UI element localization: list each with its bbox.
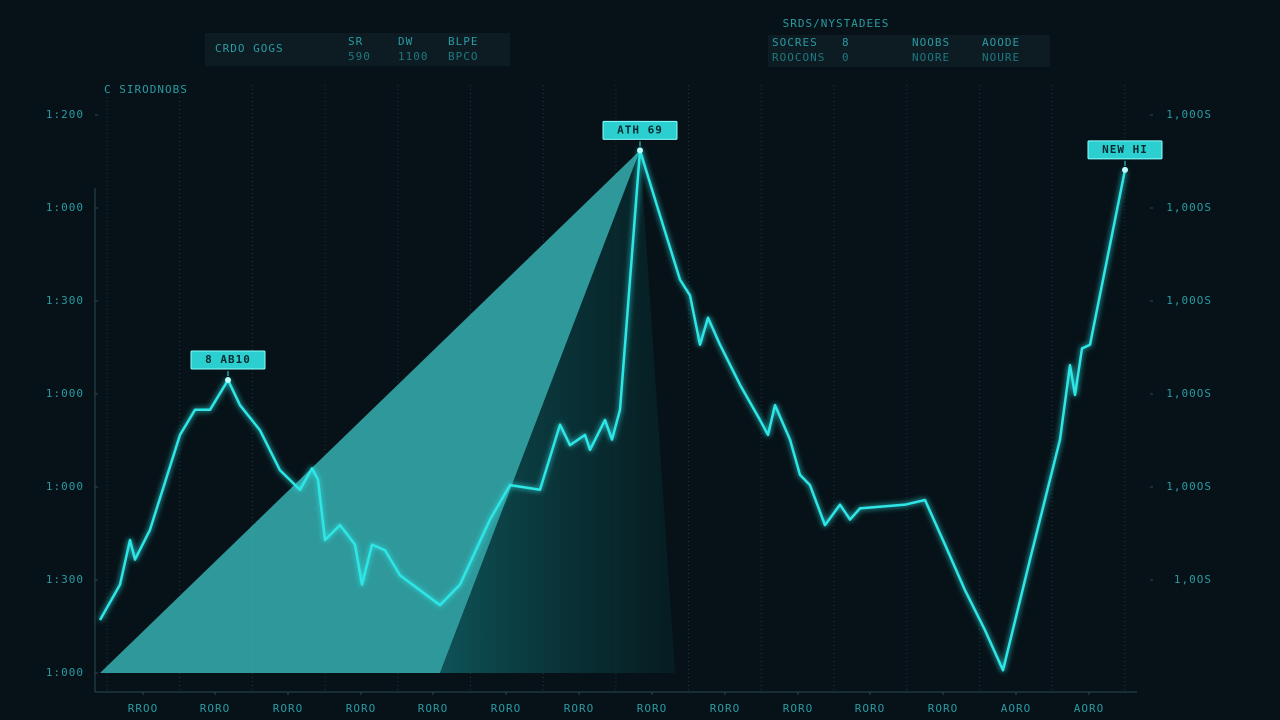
annotation-text: 8 AB10 (205, 353, 251, 366)
y-tick-label: 1:300 (46, 573, 84, 586)
x-tick-label: RORO (418, 702, 449, 715)
annotation-box (602, 120, 678, 140)
decor (94, 85, 1137, 693)
y2-tick-label: 1,00OS (1166, 108, 1212, 121)
panel-label: CRDO GOGS (215, 42, 284, 55)
annotation: 8 AB10 (190, 350, 266, 384)
panel-cell: BPCO (448, 50, 479, 63)
panel-cell: SOCRES (772, 36, 818, 49)
x-tick-label: RORO (273, 702, 304, 715)
y-tick-label: 1:000 (46, 480, 84, 493)
right-panel (768, 35, 1050, 67)
x-tick-label: RORO (637, 702, 668, 715)
left-panel (205, 33, 510, 66)
y-tick-label: 1:000 (46, 387, 84, 400)
y-tick-label: 1:000 (46, 666, 84, 679)
annotation-box (190, 350, 266, 370)
x-tick-label: RORO (346, 702, 377, 715)
shade-dark (440, 150, 675, 674)
chart-subtitle: C SIRODNOBS (104, 83, 188, 96)
panel-cell: BLPE (448, 35, 479, 48)
series-line (98, 149, 1127, 672)
x-tick-label: AORO (1001, 702, 1032, 715)
x-tick-label: RORO (491, 702, 522, 715)
x-tick-label: RORO (564, 702, 595, 715)
panel-cell: 0 (842, 51, 850, 64)
annotation: NEW HI (1087, 140, 1163, 173)
x-tick-label: RORO (783, 702, 814, 715)
annotation-box (1087, 140, 1163, 160)
panel-cell: ROOCONS (772, 51, 825, 64)
shade-light (100, 150, 640, 674)
annotation-text: NEW HI (1102, 143, 1148, 156)
y2-tick-label: 1,00OS (1166, 201, 1212, 214)
annotation-point (1122, 166, 1128, 173)
x-tick-label: AORO (1074, 702, 1105, 715)
x-tick-label: RORO (855, 702, 886, 715)
y2-tick-label: 1,0OS (1174, 573, 1212, 586)
y2-tick-label: 1,00OS (1166, 294, 1212, 307)
panel-cell: NOOBS (912, 36, 950, 49)
y-tick-label: 1:300 (46, 294, 84, 307)
y-tick-label: 1:000 (46, 201, 84, 214)
panel-cell: 8 (842, 36, 850, 49)
annotation-point (637, 147, 643, 154)
y2-tick-label: 1,00OS (1166, 387, 1212, 400)
panel-cell: NOORE (912, 51, 950, 64)
panel-cell: 590 (348, 50, 371, 63)
x-tick-label: RORO (928, 702, 959, 715)
panel-cell: SR (348, 35, 363, 48)
annotation: ATH 69 (602, 120, 678, 154)
panel-title: SRDS/NYSTADEES (783, 17, 890, 30)
panel-cell: 1100 (398, 50, 429, 63)
x-tick-label: RROO (128, 702, 159, 715)
panel-cell: DW (398, 35, 413, 48)
panel-cell: NOURE (982, 51, 1020, 64)
x-tick-label: RORO (710, 702, 741, 715)
y2-tick-label: 1,00OS (1166, 480, 1212, 493)
x-tick-label: RORO (200, 702, 231, 715)
panel-cell: AOODE (982, 36, 1020, 49)
annotation-text: ATH 69 (617, 123, 663, 136)
annotation-point (225, 377, 231, 384)
y-tick-label: 1:200 (46, 108, 84, 121)
